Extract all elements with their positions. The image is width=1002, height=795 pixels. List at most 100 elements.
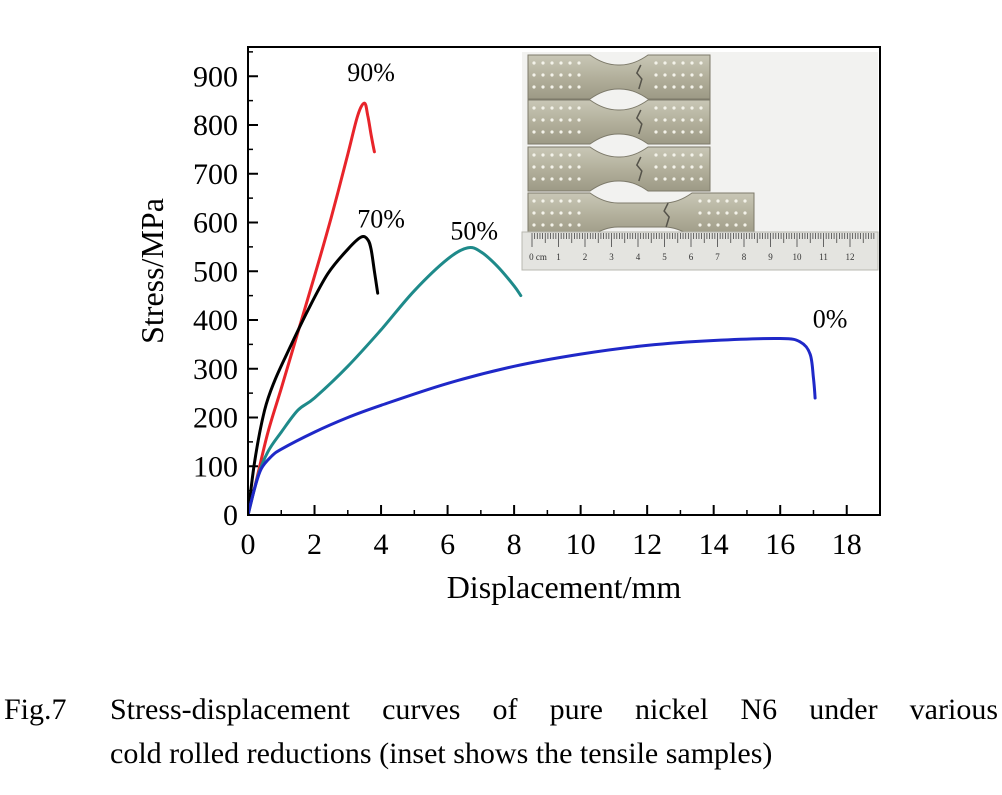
x-tick-label: 0 [241,528,256,561]
grip-dot [577,61,581,65]
grip-dot [559,73,563,77]
grip-dot [734,199,738,203]
grip-dot [699,153,703,157]
y-tick-label: 800 [193,109,238,142]
tensile-sample-1 [527,54,711,100]
curve-label: 70% [357,204,405,233]
grip-dot [541,199,545,203]
grip-dot [698,199,702,203]
caption-line-1: Stress-displacement curves of pure nicke… [110,693,998,726]
series-line-4 [248,336,817,515]
grip-dot [690,106,694,110]
grip-dot [699,177,703,181]
x-tick-label: 6 [440,528,455,561]
grip-dot [568,85,572,89]
grip-dot [672,165,676,169]
grip-dot [532,118,536,122]
grip-dot [532,106,536,110]
grip-dot [550,118,554,122]
grip-dot [734,211,738,215]
grip-dot [568,165,572,169]
grip-dot [725,223,729,227]
ruler-label: 8 [742,252,747,262]
x-tick-label: 2 [307,528,322,561]
y-tick-label: 0 [223,499,238,532]
grip-dot [550,106,554,110]
grip-dot [699,85,703,89]
grip-dot [532,61,536,65]
grip-dot [681,61,685,65]
fracture-line [635,156,643,182]
grip-dot [690,165,694,169]
grip-dot [690,130,694,134]
grip-dot [690,61,694,65]
grip-dot [559,211,563,215]
series-line-1 [248,101,376,515]
grip-dot [690,85,694,89]
y-axis-label: Stress/MPa [134,198,170,344]
curve-label: 0% [813,304,848,333]
tensile-sample-4 [527,192,755,238]
grip-dot [699,61,703,65]
grip-dot [559,199,563,203]
fracture-line [663,202,670,228]
grip-dot [681,118,685,122]
grip-dot [654,106,658,110]
grip-dot [550,85,554,89]
grip-dot [532,73,536,77]
grip-dot [577,118,581,122]
grip-dot [577,106,581,110]
grip-dot [559,165,563,169]
y-tick-label: 600 [193,207,238,240]
grip-dot [681,153,685,157]
grip-dot [672,73,676,77]
x-tick-label: 18 [832,528,862,561]
x-tick-label: 4 [374,528,389,561]
grip-dot [577,130,581,134]
grip-dot [568,61,572,65]
ruler [521,231,879,271]
grip-dot [532,211,536,215]
grip-dot [541,211,545,215]
ruler-label: 1 [556,252,561,262]
grip-dot [541,223,545,227]
grip-dot [681,106,685,110]
grip-dot [550,153,554,157]
stress-displacement-chart: 0 2 4 6 8 10 12 14 16 180100200300400500600700800… [134,46,881,605]
grip-dot [541,85,545,89]
x-tick-label: 10 [566,528,596,561]
caption-label: Fig.7 [4,693,67,726]
grip-dot [559,130,563,134]
ruler-label: 0 cm [529,252,547,262]
grip-dot [559,153,563,157]
grip-dot [699,118,703,122]
grip-dot [716,211,720,215]
grip-dot [532,85,536,89]
fracture-line [635,64,643,90]
grip-dot [532,223,536,227]
grip-dot [541,106,545,110]
grip-dot [707,199,711,203]
ruler-label: 12 [846,252,855,262]
grip-dot [734,223,738,227]
grip-dot [577,211,581,215]
x-tick-label: 14 [699,528,729,561]
tensile-sample-2 [527,99,711,145]
grip-dot [532,130,536,134]
grip-dot [532,199,536,203]
grip-dot [699,106,703,110]
y-tick-label: 400 [193,304,238,337]
grip-dot [663,106,667,110]
grip-dot [541,177,545,181]
grip-dot [568,199,572,203]
grip-dot [550,177,554,181]
grip-dot [663,118,667,122]
grip-dot [654,85,658,89]
grip-dot [690,177,694,181]
grip-dot [690,153,694,157]
grip-dot [672,61,676,65]
grip-dot [654,153,658,157]
grip-dot [568,153,572,157]
series-line-3 [248,246,523,515]
tensile-sample-3 [527,146,711,192]
